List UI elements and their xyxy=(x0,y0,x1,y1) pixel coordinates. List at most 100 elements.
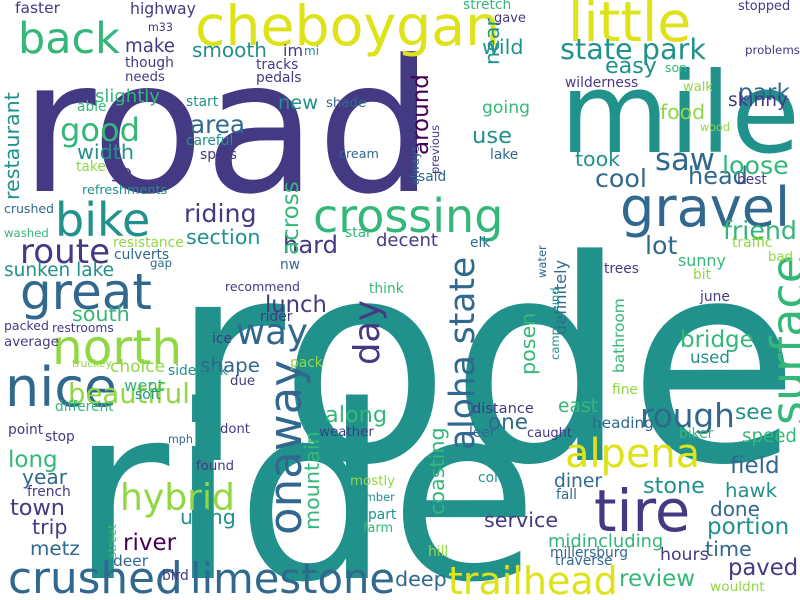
word-millersburg: millersburg xyxy=(550,545,628,562)
word-soft: soft xyxy=(135,387,161,404)
word-rode: rode xyxy=(170,201,800,528)
word-crossing: crossing xyxy=(313,189,504,243)
word-field: field xyxy=(730,452,780,479)
word-paved: paved xyxy=(728,555,799,582)
word-refreshments: refreshments xyxy=(82,182,168,198)
word-width: width xyxy=(77,139,135,164)
word-take: take xyxy=(76,159,106,176)
word-problems: problems xyxy=(745,43,800,58)
word-lake: lake xyxy=(490,147,519,164)
word-north: north xyxy=(52,320,183,377)
word-trailhead: trailhead xyxy=(448,558,618,600)
word-wilderness: wilderness xyxy=(565,75,639,92)
word-choice: choice xyxy=(110,356,166,377)
word-start: start xyxy=(186,94,219,111)
word-truckey: truckey xyxy=(72,356,112,370)
word-bike: bike xyxy=(55,193,151,247)
word-careful: careful xyxy=(186,133,234,150)
word-speed: speed xyxy=(742,425,797,447)
word-mile: mile xyxy=(560,49,800,180)
word-back: back xyxy=(18,13,120,64)
word-cool: cool xyxy=(595,164,647,194)
word-way: way xyxy=(236,311,308,353)
word-one: one xyxy=(488,410,529,436)
word-friend: friend xyxy=(723,216,797,246)
word-bridge: bridge xyxy=(680,326,754,353)
word-nice: nice xyxy=(5,356,118,420)
word-long: long xyxy=(8,446,58,473)
word-culverts: culverts xyxy=(114,247,170,264)
word-food: food xyxy=(660,99,706,124)
word-fine: fine xyxy=(612,382,638,399)
word-cheboygan: cheboygan xyxy=(195,0,501,59)
word-stop: stop xyxy=(45,429,75,446)
word-resistance: resistance xyxy=(113,235,184,252)
word-little: little xyxy=(568,0,692,56)
word-road: road xyxy=(20,21,434,235)
word-bad: bad xyxy=(768,250,794,266)
word-area: area xyxy=(190,109,246,139)
word-star: star xyxy=(345,225,372,242)
word-stone: stone xyxy=(643,472,705,499)
word-hard: hard xyxy=(283,230,339,259)
word-recommend: recommend xyxy=(225,278,300,294)
word-shade: shade xyxy=(326,96,367,112)
word-walk: walk xyxy=(683,80,713,96)
word-traverse: traverse xyxy=(555,553,613,570)
word-go: go xyxy=(110,163,132,184)
word-mph: mph xyxy=(168,433,193,447)
word-done: done xyxy=(710,496,760,521)
word-bit: bit xyxy=(693,267,712,284)
word-park: park xyxy=(738,78,790,106)
word-service: service xyxy=(484,507,559,532)
word-ride: ride xyxy=(70,354,539,600)
word-lot: lot xyxy=(645,231,678,261)
word-stopped: stopped xyxy=(738,0,791,15)
word-stretch: stretch xyxy=(463,0,512,14)
word-faster: faster xyxy=(15,0,61,18)
word-day: day xyxy=(347,300,388,365)
word-able: able xyxy=(77,99,107,116)
word-sunken-lake: sunken lake xyxy=(4,259,115,281)
word-metz: metz xyxy=(30,537,80,561)
word-cream: cream xyxy=(339,145,379,161)
word-found: found xyxy=(196,459,235,475)
word-crushed: crushed xyxy=(4,200,54,216)
word-dont: dont xyxy=(220,422,250,438)
word-previous: previous xyxy=(428,124,442,174)
word-restaurant: restaurant xyxy=(0,92,24,200)
word-leer: leer xyxy=(469,425,496,442)
word-french: french xyxy=(27,484,71,501)
word-im: im xyxy=(283,41,304,60)
word-head: head xyxy=(688,161,748,190)
word-son: son xyxy=(665,59,688,75)
word-june: june xyxy=(700,289,730,306)
word-gap: gap xyxy=(150,256,172,271)
word-great: great xyxy=(20,262,152,321)
word-south: south xyxy=(72,301,130,326)
word-route: route xyxy=(20,232,111,273)
word-due: due xyxy=(230,374,256,390)
word-deep: deep xyxy=(395,566,447,591)
word-section: section xyxy=(186,224,261,249)
word-think: think xyxy=(369,281,404,298)
word-good: good xyxy=(60,110,140,149)
word-wood: wood xyxy=(700,121,730,135)
word-skinny: skinny xyxy=(728,89,788,111)
word-weather: weather xyxy=(319,425,374,441)
word-portion: portion xyxy=(707,513,790,540)
word-see: see xyxy=(735,400,773,426)
word-needs: needs xyxy=(125,70,165,86)
word-beautiful: beautiful xyxy=(68,378,190,411)
word-mountain: mountain xyxy=(300,431,324,530)
word-heading: heading xyxy=(592,414,654,433)
word-slightly: slightly xyxy=(95,85,160,107)
word-different: different xyxy=(55,399,114,416)
word-restrooms: restrooms xyxy=(52,320,114,335)
word-spots: spots xyxy=(200,147,237,164)
word-average: average xyxy=(4,335,59,351)
word-diner: diner xyxy=(554,470,603,492)
word-biker: biker xyxy=(679,426,714,443)
word-hawk: hawk xyxy=(725,479,778,503)
word-lunch: lunch xyxy=(265,291,327,318)
